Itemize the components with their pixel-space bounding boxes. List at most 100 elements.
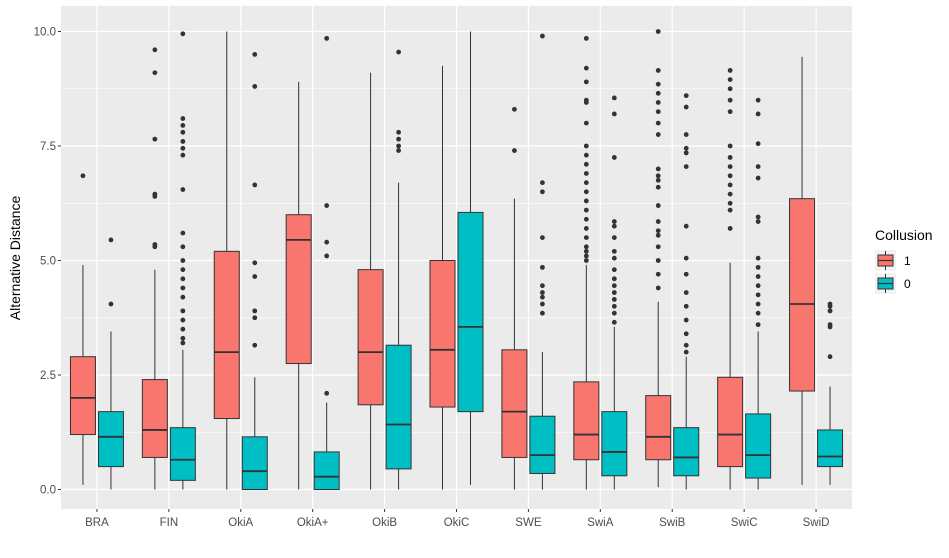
outlier-point (324, 35, 330, 41)
outlier-point (583, 226, 589, 231)
outlier-point (324, 390, 330, 396)
box-iqr (457, 211, 484, 413)
outlier-point (611, 255, 617, 261)
outlier-point (727, 164, 733, 170)
outlier-point (655, 120, 661, 126)
outlier-point (727, 97, 733, 103)
outlier-point (396, 143, 401, 149)
outlier-point (583, 207, 589, 213)
outlier-point (683, 223, 689, 229)
outlier-point (827, 322, 833, 328)
outlier-point (540, 33, 545, 39)
outlier-point (727, 191, 733, 197)
box-iqr (529, 415, 556, 474)
outlier-point (152, 70, 158, 76)
legend-items: 10 (875, 250, 911, 294)
box-group (357, 72, 384, 490)
box-iqr (745, 413, 772, 479)
outlier-point (683, 349, 689, 355)
outlier-point (180, 244, 186, 250)
outlier-point (252, 260, 258, 266)
outlier-point (180, 230, 186, 236)
outlier-point (583, 120, 589, 126)
outlier-point (611, 290, 617, 295)
box-iqr (573, 381, 600, 461)
x-tick-label: SwiD (803, 517, 830, 529)
outlier-point (755, 322, 761, 328)
outlier-point (611, 319, 617, 325)
x-axis: BRA FIN OkiA OkiA+ OkiB OkiC SWE SwiA SwiB SwiC Sw… (85, 509, 829, 529)
outlier-point (396, 129, 401, 135)
box-iqr (169, 427, 196, 481)
outlier-point (540, 310, 545, 316)
outlier-point (583, 198, 589, 204)
box-group (97, 237, 124, 490)
outlier-point (583, 171, 589, 176)
y-axis: 0.0 2.5 5.0 7.5 10.0 (34, 27, 61, 497)
outlier-point (540, 235, 545, 241)
y-tick-label: 5.0 (40, 256, 56, 268)
box-iqr (141, 379, 168, 458)
outlier-point (180, 294, 186, 300)
outlier-point (611, 219, 617, 224)
outlier-point (583, 253, 589, 259)
outlier-point (683, 271, 689, 277)
box-group (285, 81, 312, 490)
box-iqr (69, 356, 96, 436)
outlier-point (180, 152, 186, 158)
box-group (169, 31, 196, 490)
box-group (313, 35, 340, 490)
outlier-point (755, 111, 761, 117)
outlier-point (583, 258, 589, 263)
outlier-point (396, 49, 401, 55)
outlier-point (611, 310, 617, 316)
outlier-point (583, 97, 589, 103)
y-tick-label: 0.0 (40, 485, 56, 497)
outlier-point (611, 267, 617, 273)
outlier-point (727, 77, 733, 82)
outlier-point (755, 255, 761, 261)
y-tick-label: 2.5 (40, 370, 56, 382)
outlier-point (583, 248, 589, 254)
outlier-point (611, 297, 617, 302)
x-tick-label: OkiA+ (297, 517, 329, 529)
outlier-point (396, 148, 401, 153)
outlier-point (180, 317, 186, 323)
outlier-point (540, 283, 545, 289)
box-iqr (645, 395, 672, 461)
box-iqr (601, 411, 628, 477)
outlier-point (180, 276, 186, 282)
y-axis-title: Alternative Distance (7, 196, 23, 321)
box-iqr (673, 427, 700, 477)
outlier-point (180, 258, 186, 263)
outlier-point (655, 90, 661, 96)
outlier-point (583, 189, 589, 195)
box-group (745, 97, 772, 490)
outlier-point (180, 335, 186, 341)
outlier-point (180, 308, 186, 314)
outlier-point (655, 166, 661, 172)
outlier-point (683, 303, 689, 309)
outlier-point (655, 271, 661, 277)
box-group (817, 301, 844, 485)
outlier-point (152, 191, 158, 197)
box-iqr (717, 376, 744, 468)
outlier-point (755, 141, 761, 147)
outlier-point (180, 187, 186, 192)
outlier-point (180, 145, 186, 151)
outlier-point (755, 283, 761, 289)
y-tick-label: 7.5 (40, 141, 56, 153)
outlier-point (827, 308, 833, 314)
outlier-point (583, 79, 589, 85)
outlier-point (655, 173, 661, 179)
legend-item: 1 (875, 250, 911, 271)
outlier-point (180, 139, 186, 144)
outlier-point (152, 242, 158, 247)
outlier-point (252, 342, 258, 348)
box-group (501, 106, 528, 490)
outlier-point (180, 326, 186, 332)
y-tick-label: 10.0 (34, 27, 56, 39)
outlier-point (655, 184, 661, 190)
outlier-point (611, 235, 617, 241)
outlier-point (180, 267, 186, 273)
